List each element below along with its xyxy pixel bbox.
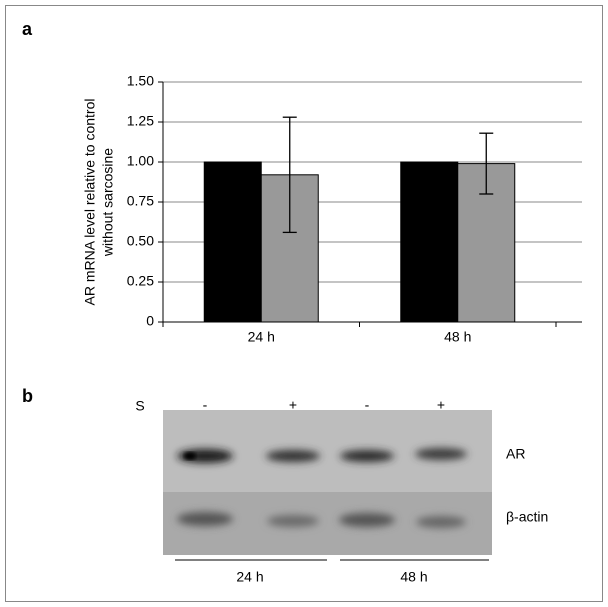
blot-image xyxy=(163,410,492,555)
error-bar xyxy=(282,116,297,234)
y-tick-label: 0.50 xyxy=(127,233,154,249)
error-bar xyxy=(479,132,494,195)
lane-label: - xyxy=(365,397,370,413)
y-tick-label: 1.00 xyxy=(127,153,154,169)
y-tick-label: 1.25 xyxy=(127,113,154,129)
panel-label: a xyxy=(22,19,33,39)
group-label: 48 h xyxy=(400,569,427,585)
group-label: 24 h xyxy=(236,569,263,585)
lane-label: + xyxy=(289,397,297,413)
band-label: AR xyxy=(506,446,525,462)
x-tick-label: 48 h xyxy=(444,329,471,345)
row-label: S xyxy=(135,398,144,414)
y-axis-title: AR mRNA level relative to control withou… xyxy=(82,99,116,306)
y-tick-label: 0.25 xyxy=(127,273,154,289)
y-tick-label: 0 xyxy=(146,313,154,329)
bar xyxy=(400,161,459,323)
y-axis-title-line: without sarcosine xyxy=(100,148,116,257)
panel-label: b xyxy=(22,386,33,406)
band-label: β-actin xyxy=(506,509,548,525)
y-axis-title-line: AR mRNA level relative to control xyxy=(82,99,98,306)
lane-label: - xyxy=(203,397,208,413)
y-tick-label: 0.75 xyxy=(127,193,154,209)
bar xyxy=(203,161,262,323)
y-tick-label: 1.50 xyxy=(127,73,154,89)
x-tick-label: 24 h xyxy=(248,329,275,345)
lane-label: + xyxy=(437,397,445,413)
figure-border xyxy=(5,5,603,602)
